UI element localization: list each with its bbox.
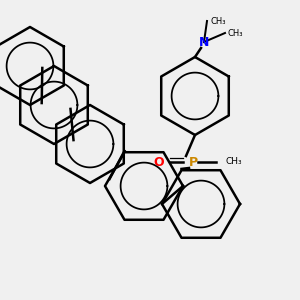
Text: CH₃: CH₃: [225, 158, 242, 166]
Text: CH₃: CH₃: [210, 16, 226, 26]
Text: CH₃: CH₃: [228, 28, 244, 38]
Text: N: N: [199, 35, 209, 49]
Text: O: O: [154, 155, 164, 169]
Text: P: P: [189, 155, 198, 169]
